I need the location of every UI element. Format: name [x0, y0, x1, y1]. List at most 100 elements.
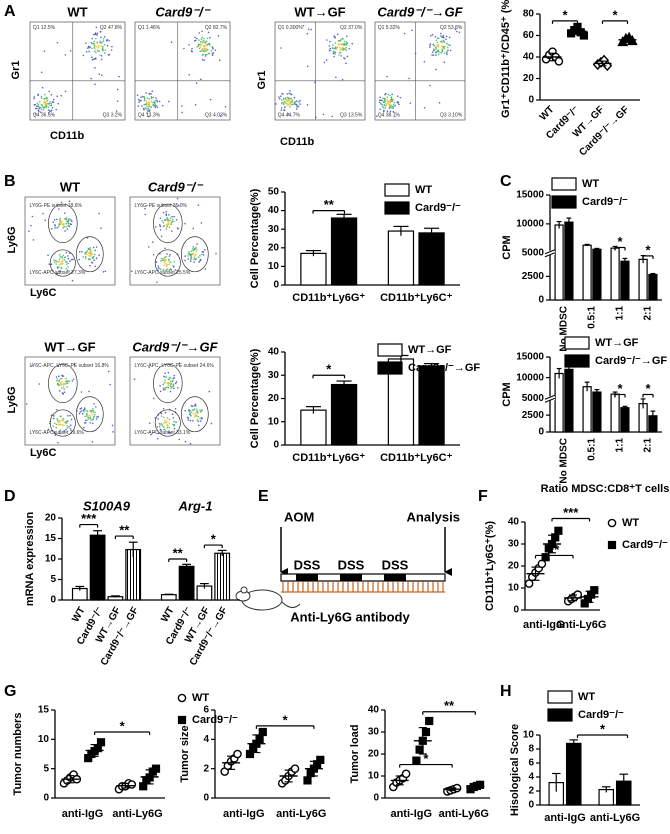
flow-event	[197, 415, 200, 418]
flow-event	[458, 31, 461, 34]
flow-event	[49, 101, 51, 103]
flow-event	[59, 256, 62, 258]
flow-event	[333, 35, 335, 37]
bar	[160, 594, 177, 601]
flow-event	[394, 104, 396, 107]
flow-event	[89, 421, 92, 424]
legend-label: WT	[415, 184, 432, 196]
flow-event	[86, 410, 89, 413]
flow-event	[38, 106, 40, 108]
legend-label: WT→GF	[595, 337, 639, 349]
flow-event	[61, 419, 63, 422]
flow-event	[66, 228, 69, 230]
antibody-ticks	[281, 582, 445, 593]
flow-event	[51, 101, 54, 103]
gate-label: Q3 3.2%	[103, 112, 123, 118]
flow-event	[56, 272, 58, 275]
flow-event	[156, 100, 159, 103]
flow-event	[299, 103, 301, 105]
flow-event	[68, 200, 71, 202]
flow-event	[91, 422, 94, 425]
x-tick-label: anti-Ly6G	[439, 808, 489, 820]
flow-event	[89, 246, 91, 249]
flow-event	[101, 47, 104, 49]
panel-letter: A	[4, 3, 16, 20]
flow-event	[69, 260, 71, 262]
flow-event	[162, 428, 165, 431]
flow-event	[194, 257, 196, 259]
y-tick-label: 10	[45, 554, 57, 565]
flow-event	[63, 388, 65, 391]
flow-event	[341, 38, 343, 40]
flow-event	[168, 255, 171, 258]
significance-label: ***	[81, 511, 97, 526]
gate-label: Q3 3.10%	[440, 112, 463, 118]
flow-event	[196, 46, 198, 48]
gate-label: Q4 44.7%	[278, 112, 301, 118]
flow-event	[168, 427, 171, 429]
flow-event	[277, 96, 280, 98]
significance-label: **	[324, 197, 335, 212]
flow-event	[98, 254, 100, 256]
flow-event	[112, 431, 114, 433]
flow-event	[293, 101, 296, 104]
flow-event	[173, 374, 176, 377]
flow-event	[211, 45, 214, 48]
flow-event	[176, 197, 179, 200]
flow-event	[163, 375, 165, 378]
flow-event	[59, 432, 61, 435]
flow-event	[195, 246, 197, 249]
flow-event	[201, 30, 203, 33]
flow-event	[89, 410, 92, 412]
flow-event	[170, 223, 172, 225]
flow-event	[201, 253, 203, 256]
flow-event	[59, 381, 61, 384]
gate-label: Q2 82.7%	[205, 25, 228, 31]
flow-event	[64, 54, 67, 56]
flow-event	[32, 239, 35, 241]
flow-event	[140, 96, 142, 99]
flow-event	[167, 378, 170, 381]
flow-event	[188, 253, 191, 255]
flow-event	[56, 218, 58, 221]
data-point	[421, 727, 431, 737]
data-point	[258, 727, 267, 737]
significance-label: **	[549, 542, 560, 557]
flow-event	[143, 96, 146, 98]
flow-event	[164, 419, 166, 422]
flow-event	[67, 266, 69, 268]
flow-event	[157, 265, 160, 267]
flow-event	[187, 252, 190, 255]
flow-event	[65, 377, 67, 380]
flow-event	[50, 263, 53, 266]
flow-event	[170, 383, 172, 386]
legend-label: Card9⁻/⁻	[582, 196, 628, 208]
flow-event	[205, 40, 208, 43]
x-tick-label: anti-Ly6G	[556, 619, 606, 631]
flow-event	[387, 100, 390, 103]
flow-event	[206, 37, 209, 40]
flow-event	[54, 259, 57, 262]
flow-event	[166, 424, 169, 427]
flow-event	[39, 106, 42, 109]
gate-label: LY6C-APC, LY6G-PE subset 24.6%	[135, 363, 215, 369]
legend-label: Card9⁻/⁻→GF	[595, 355, 667, 367]
gate-outline	[153, 363, 183, 404]
flow-event	[94, 33, 97, 35]
flow-y-label: Gr1	[10, 61, 22, 80]
flow-event	[432, 48, 435, 50]
flow-event	[57, 441, 59, 444]
flow-event	[386, 110, 389, 112]
flow-event	[409, 102, 412, 104]
flow-event	[107, 370, 110, 373]
flow-event	[111, 424, 114, 427]
flow-event	[33, 97, 35, 100]
flow-event	[388, 100, 391, 103]
flow-event	[184, 440, 187, 443]
flow-event	[144, 103, 147, 105]
flow-event	[443, 47, 446, 50]
gate-label: Q3 4.03%	[205, 112, 228, 118]
flow-event	[58, 208, 60, 210]
flow-event	[437, 50, 440, 53]
flow-event	[84, 255, 87, 258]
